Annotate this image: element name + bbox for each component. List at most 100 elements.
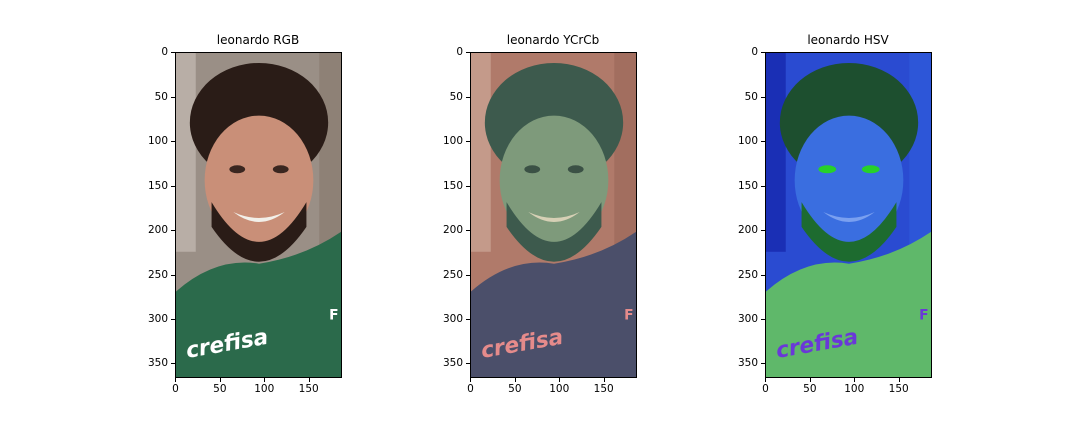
smile [823,212,875,222]
x-tick-mark [264,378,266,382]
y-tick-mark [466,318,470,320]
y-tick-mark [761,363,765,365]
y-tick-mark [466,185,470,187]
shirt [766,231,931,377]
panel-rgb: leonardo RGB [108,0,408,432]
y-tick-mark [761,274,765,276]
shirt-letter: F [919,307,928,323]
x-tick-mark [175,378,177,382]
x-tick-mark [765,378,767,382]
y-tick-label: 0 [161,46,168,59]
y-tick-label: 0 [456,46,463,59]
x-tick-label: 100 [844,383,865,395]
panel-title: leonardo HSV [807,33,889,47]
y-tick-mark [171,52,175,54]
y-tick-mark [171,230,175,232]
smile [233,212,285,222]
x-tick-label: 50 [508,383,522,395]
x-tick-mark [809,378,811,382]
y-tick-mark [761,141,765,143]
image-axes-rgb: crefisa F [175,52,342,378]
image-axes-ycrcb: crefisa F [470,52,637,378]
x-tick-mark [308,378,310,382]
x-tick-mark [854,378,856,382]
y-tick-mark [466,141,470,143]
y-tick-mark [171,96,175,98]
face [794,115,904,245]
panel-title: leonardo RGB [216,33,300,47]
y-tick-mark [761,185,765,187]
building-left [766,53,786,252]
face [499,115,609,245]
x-tick-label: 100 [549,383,570,395]
y-tick-mark [171,363,175,365]
x-tick-label: 0 [467,383,474,395]
right-eye [272,165,289,174]
y-tick-mark [171,141,175,143]
y-tick-mark [761,318,765,320]
shirt [471,231,636,377]
y-tick-label: 250 [737,268,758,281]
x-tick-label: 150 [888,383,909,395]
y-tick-label: 300 [147,312,168,325]
y-tick-label: 350 [442,357,463,370]
y-tick-mark [171,318,175,320]
y-tick-label: 150 [442,179,463,192]
x-tick-mark [470,378,472,382]
y-tick-label: 100 [442,135,463,148]
shirt [176,231,341,377]
panel-ycrcb: leonardo YCrCb [403,0,703,432]
building-right [319,53,341,252]
y-tick-label: 150 [147,179,168,192]
left-eye [524,165,541,174]
y-tick-label: 200 [442,224,463,237]
y-tick-mark [761,96,765,98]
x-tick-label: 0 [172,383,179,395]
y-tick-mark [466,274,470,276]
x-tick-mark [898,378,900,382]
x-tick-mark [603,378,605,382]
building-right [614,53,636,252]
x-tick-mark [514,378,516,382]
y-tick-label: 50 [744,90,758,103]
y-tick-label: 250 [442,268,463,281]
x-tick-mark [219,378,221,382]
beard [801,202,897,262]
x-tick-mark [559,378,561,382]
shirt-letter: F [624,307,633,323]
panel-hsv: leonardo HSV [698,0,998,432]
x-tick-label: 50 [213,383,227,395]
building-left [471,53,491,252]
y-tick-label: 100 [737,135,758,148]
left-eye [229,165,246,174]
y-tick-mark [761,230,765,232]
x-tick-label: 100 [254,383,275,395]
portrait-image-hsv: crefisa F [766,53,931,377]
beard [506,202,602,262]
y-tick-label: 200 [737,224,758,237]
shirt-letter: F [329,307,338,323]
image-axes-hsv: crefisa F [765,52,932,378]
portrait-image-rgb: crefisa F [176,53,341,377]
smile [528,212,580,222]
building-right [909,53,931,252]
y-tick-label: 150 [737,179,758,192]
right-eye [861,165,880,174]
x-tick-label: 50 [803,383,817,395]
y-tick-mark [761,52,765,54]
panel-title: leonardo YCrCb [506,33,600,47]
y-tick-mark [466,363,470,365]
left-eye [818,165,837,174]
y-tick-label: 350 [737,357,758,370]
y-tick-label: 50 [449,90,463,103]
face [204,115,314,245]
x-tick-label: 150 [593,383,614,395]
y-tick-mark [466,230,470,232]
y-tick-label: 100 [147,135,168,148]
y-tick-mark [171,274,175,276]
x-tick-label: 150 [298,383,319,395]
beard [211,202,307,262]
y-tick-label: 300 [442,312,463,325]
y-tick-mark [171,185,175,187]
y-tick-label: 300 [737,312,758,325]
